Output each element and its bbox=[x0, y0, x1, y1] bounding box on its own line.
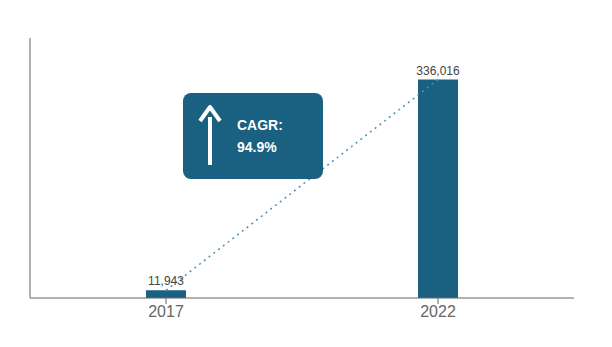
html-text:CAGR:: CAGR: bbox=[237, 117, 283, 133]
svg-text:336,016: 336,016 bbox=[416, 64, 460, 78]
svg-text:2022: 2022 bbox=[420, 303, 456, 320]
svg-text:11,943: 11,943 bbox=[148, 274, 184, 288]
html-text:94.9%: 94.9% bbox=[237, 139, 277, 155]
svg-text:2017: 2017 bbox=[148, 303, 184, 320]
